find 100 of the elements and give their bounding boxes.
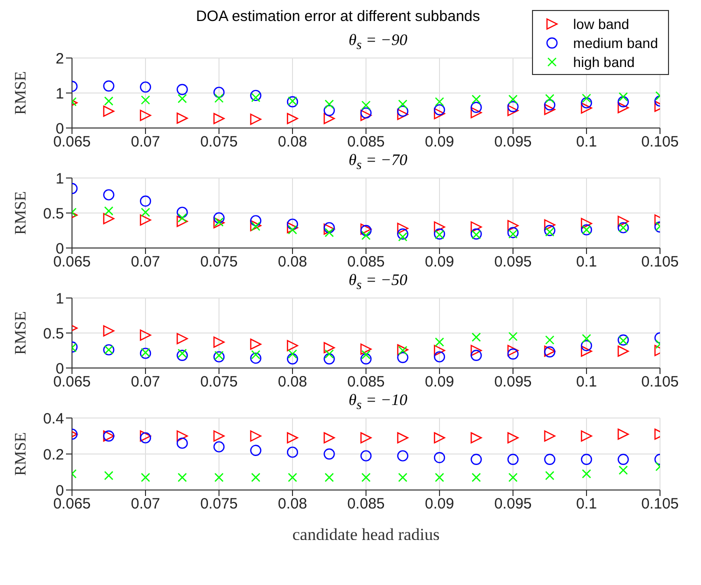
point [140,196,152,207]
x-tick-label: 0.095 [494,254,532,271]
point [176,430,188,442]
x-tick-label: 0.07 [130,134,160,151]
point [544,224,556,236]
point [397,108,408,120]
point [434,97,444,106]
x-tick-label: 0.09 [424,254,454,271]
point [140,208,150,217]
x-tick-label: 0.105 [641,374,679,391]
point [286,340,298,352]
point [213,336,225,348]
x-tick-label: 0.095 [494,134,532,151]
point [324,353,335,364]
point [580,430,592,442]
point [286,222,298,234]
point [544,219,556,230]
point [580,340,592,352]
point [140,214,152,226]
x-tick-label: 0.09 [424,134,454,151]
point [251,472,260,482]
x-tick-label: 0.08 [278,134,308,151]
x-tick-label: 0.105 [641,134,679,151]
point [545,335,554,345]
point [360,432,372,444]
point [103,325,114,336]
point [618,454,629,465]
point [361,100,371,110]
point [286,353,298,364]
point [251,92,260,102]
point [434,338,444,347]
point [582,334,592,344]
point [103,189,114,200]
point [545,94,554,104]
point [398,472,408,482]
point [360,353,372,364]
point [214,350,224,360]
point [103,213,114,224]
point [250,352,262,364]
x-tick-label: 0.085 [347,254,385,271]
x-tick-label: 0.1 [576,496,597,513]
point [324,112,335,124]
point [397,352,408,364]
point [178,94,187,104]
point [213,441,225,452]
x-tick-label: 0.07 [130,374,160,391]
x-tick-label: 0.09 [424,496,454,513]
legend-label: low band [573,16,630,32]
point [360,450,372,462]
x-tick-label: 0.075 [200,374,238,391]
point [176,216,188,227]
point [104,96,114,106]
chart-subtitle: θ$_{s}$ = −50 [348,272,408,292]
point [580,454,592,465]
point [250,444,262,456]
point [434,344,446,356]
point [250,430,262,442]
legend-label: high band [573,54,635,70]
x-tick-label: 0.1 [576,374,597,391]
point [286,446,298,458]
point [470,344,482,356]
point [434,104,446,116]
y-tick-label: 1 [56,170,64,188]
point [178,472,187,482]
point [580,218,592,230]
point [580,346,592,357]
x-tick-label: 0.07 [130,254,160,271]
y-axis-title: RMSE [12,191,30,235]
point [398,232,408,242]
x-tick-label: 0.105 [641,254,679,271]
point [582,94,592,103]
point [324,432,335,444]
point [213,351,225,362]
point [397,222,408,234]
y-tick-label: 0.2 [43,446,64,464]
x-tick-label: 0.105 [641,496,679,513]
point [472,472,481,482]
x-tick-label: 0.09 [424,374,454,391]
point [324,342,335,354]
point [214,472,224,482]
y-tick-label: 0.5 [43,325,64,342]
point [397,106,408,117]
point [618,466,628,475]
point [286,112,298,124]
point [286,218,298,230]
point [324,104,335,116]
point [103,80,114,92]
point [360,344,372,355]
point [507,220,519,232]
point [176,350,188,361]
point [213,86,225,98]
point [397,228,408,240]
point [398,100,408,109]
point [618,92,628,102]
point [140,81,152,93]
point [104,206,114,216]
point [618,96,629,108]
point [434,221,446,233]
point [324,472,334,482]
point [178,348,187,358]
